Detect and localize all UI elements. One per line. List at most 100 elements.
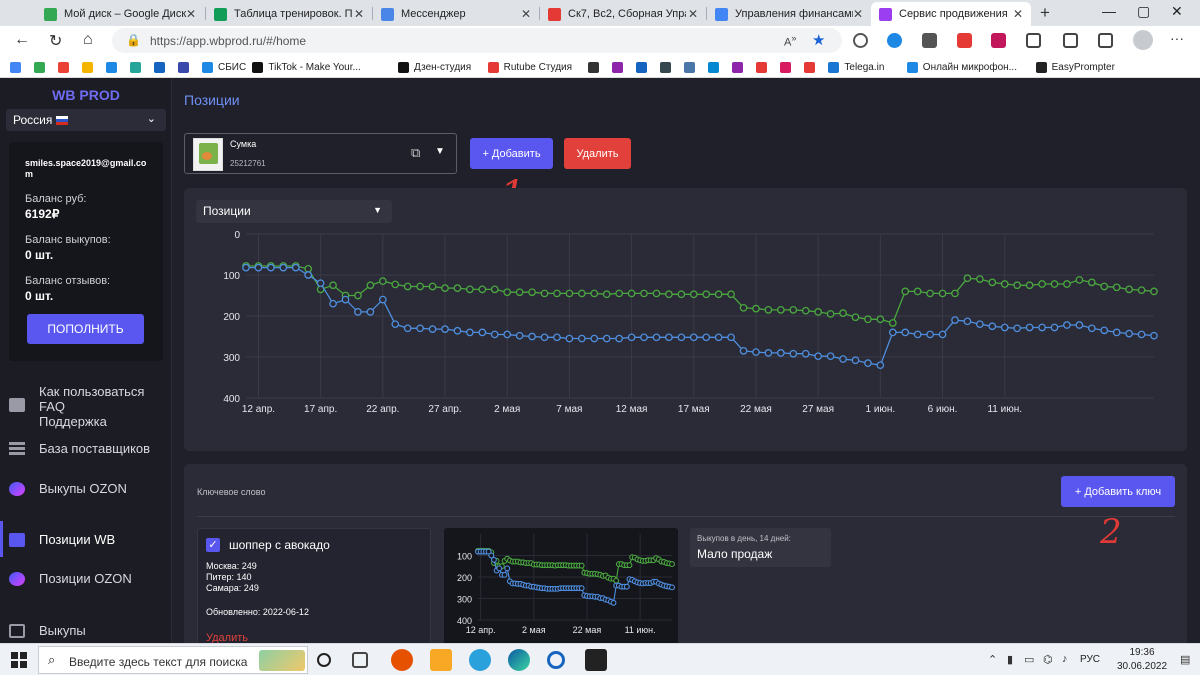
data-point <box>814 308 823 316</box>
bookmark-item[interactable]: СБИС <box>202 60 246 74</box>
sidebar-item-suppliers[interactable]: База поставщиков <box>0 438 172 460</box>
browser-tab[interactable]: Таблица тренировок. План ✕ <box>206 2 372 26</box>
back-icon[interactable]: ← <box>14 31 30 48</box>
data-point <box>640 289 648 298</box>
bookmark-item[interactable] <box>732 60 748 74</box>
bookmark-item[interactable] <box>660 60 676 74</box>
extension-icon[interactable] <box>991 33 1006 48</box>
home-icon[interactable]: ⌂ <box>83 31 93 48</box>
widgets-icon[interactable] <box>352 652 368 668</box>
caret-down-icon[interactable]: ▼ <box>435 146 445 157</box>
more-menu-icon[interactable]: ··· <box>1170 30 1184 46</box>
add-product-button[interactable]: + Добавить <box>470 138 553 169</box>
live-app-icon[interactable] <box>585 649 607 671</box>
bookmark-item[interactable] <box>636 60 652 74</box>
product-select[interactable]: Сумка 25212761 ⧉ ▼ <box>184 133 457 174</box>
bookmark-item[interactable] <box>58 60 74 74</box>
bookmark-item[interactable] <box>756 60 772 74</box>
network-icon[interactable]: ⌬ <box>1043 654 1053 666</box>
telegram-icon[interactable] <box>469 649 491 671</box>
bookmark-item[interactable] <box>708 60 724 74</box>
sidebar-item-ozon-positions[interactable]: Позиции OZON <box>0 568 172 590</box>
delete-product-button[interactable]: Удалить <box>564 138 631 169</box>
bookmark-item[interactable] <box>780 60 796 74</box>
external-link-icon[interactable]: ⧉ <box>411 145 421 160</box>
bookmark-item[interactable] <box>612 60 628 74</box>
browser-tab[interactable]: Управления финансами на ✕ <box>707 2 871 26</box>
sidebar-item-wb-positions[interactable]: Позиции WB <box>0 529 172 551</box>
extension-icon[interactable] <box>887 33 902 48</box>
bookmark-item[interactable] <box>178 60 194 74</box>
bookmark-item[interactable] <box>154 60 170 74</box>
microphone-icon[interactable]: ▮ <box>1007 654 1014 666</box>
clock-time[interactable]: 19:36 <box>1129 647 1155 658</box>
minimize-button[interactable]: — <box>1102 3 1116 19</box>
maximize-button[interactable]: ▢ <box>1137 3 1151 19</box>
browser-tab[interactable]: Мессенджер ✕ <box>373 2 539 26</box>
read-aloud-icon[interactable]: A» <box>784 33 797 49</box>
extension-icon[interactable] <box>922 33 937 48</box>
bookmark-item[interactable] <box>10 60 26 74</box>
task-view-icon[interactable] <box>317 653 331 667</box>
bookmark-item[interactable] <box>684 60 700 74</box>
extension-icon[interactable] <box>957 33 972 48</box>
battery-icon[interactable]: ▭ <box>1024 654 1035 666</box>
file-explorer-icon[interactable] <box>430 649 452 671</box>
bookmark-item[interactable] <box>588 60 604 74</box>
data-point <box>354 308 362 316</box>
app-icon[interactable] <box>391 649 413 671</box>
country-select[interactable]: Россия ⌄ <box>6 109 166 131</box>
show-hidden-icons[interactable]: ⌃ <box>988 654 998 666</box>
bookmark-item[interactable]: Telega.in <box>828 60 884 74</box>
bookmark-item[interactable]: EasyPrompter <box>1035 60 1115 74</box>
close-tab-icon[interactable]: ✕ <box>1012 7 1023 21</box>
language-indicator[interactable]: РУС <box>1080 654 1101 665</box>
browser-tab[interactable]: Мой диск – Google Диск ✕ <box>36 2 204 26</box>
sidebar-item-ozon-buyouts[interactable]: Выкупы OZON <box>0 478 172 500</box>
volume-icon[interactable]: ♪ <box>1062 653 1068 665</box>
bookmark-label: TikTok - Make Your... <box>268 61 361 73</box>
keyword-checkbox[interactable]: ✓ <box>206 538 220 552</box>
bookmark-item[interactable]: TikTok - Make Your... <box>252 60 361 74</box>
profile-avatar[interactable] <box>1133 30 1153 50</box>
app-icon[interactable] <box>547 651 565 669</box>
close-tab-icon[interactable]: ✕ <box>687 7 698 21</box>
add-keyword-button[interactable]: + Добавить ключ <box>1061 476 1175 507</box>
bookmark-item[interactable]: Онлайн микрофон... <box>906 60 1017 74</box>
bookmark-item[interactable] <box>106 60 122 74</box>
close-tab-icon[interactable]: ✕ <box>353 7 364 21</box>
collections-icon[interactable] <box>1098 33 1113 48</box>
browser-tab-active[interactable]: Сервис продвижения това ✕ <box>871 2 1031 26</box>
notifications-icon[interactable]: ▤ <box>1180 654 1191 666</box>
edge-icon[interactable] <box>508 649 530 671</box>
close-tab-icon[interactable]: ✕ <box>520 7 531 21</box>
clock-date[interactable]: 30.06.2022 <box>1116 661 1168 672</box>
browser-tab[interactable]: Ск7, Вс2, Сборная Управле ✕ <box>540 2 706 26</box>
close-tab-icon[interactable]: ✕ <box>185 7 196 21</box>
bookmark-item[interactable]: Дзен-студия <box>398 60 471 74</box>
data-point <box>304 271 313 279</box>
extension-puzzle-icon[interactable] <box>1026 33 1041 48</box>
favorites-icon[interactable] <box>1063 33 1078 48</box>
delete-keyword-link[interactable]: Удалить <box>206 632 248 643</box>
windows-start-icon[interactable] <box>11 652 27 668</box>
address-bar[interactable]: 🔒 https://app.wbprod.ru/#/home A» ★ <box>112 28 842 53</box>
data-point <box>1038 323 1046 332</box>
favorite-star-icon[interactable]: ★ <box>812 32 826 49</box>
new-tab-button[interactable]: + <box>1040 3 1050 22</box>
reload-icon[interactable]: ↻ <box>49 33 63 50</box>
close-tab-icon[interactable]: ✕ <box>852 7 863 21</box>
taskbar-search[interactable]: ⌕ Введите здесь текст для поиска <box>38 646 308 674</box>
bookmark-item[interactable] <box>34 60 50 74</box>
sidebar-item-help[interactable]: Как пользоваться FAQ Поддержка <box>0 382 172 430</box>
bookmark-item[interactable] <box>130 60 146 74</box>
shield-extension-icon[interactable] <box>853 33 868 48</box>
topup-button[interactable]: ПОПОЛНИТЬ <box>27 314 144 344</box>
bookmark-item[interactable] <box>82 60 98 74</box>
sidebar-item-buyouts[interactable]: Выкупы <box>0 620 172 642</box>
bookmark-item[interactable]: Rutube Студия <box>487 60 572 74</box>
metric-select[interactable]: Позиции ▼ <box>196 200 392 223</box>
close-window-button[interactable]: ✕ <box>1171 3 1183 19</box>
bookmark-item[interactable] <box>804 60 820 74</box>
y-tick-label: 300 <box>457 595 472 605</box>
